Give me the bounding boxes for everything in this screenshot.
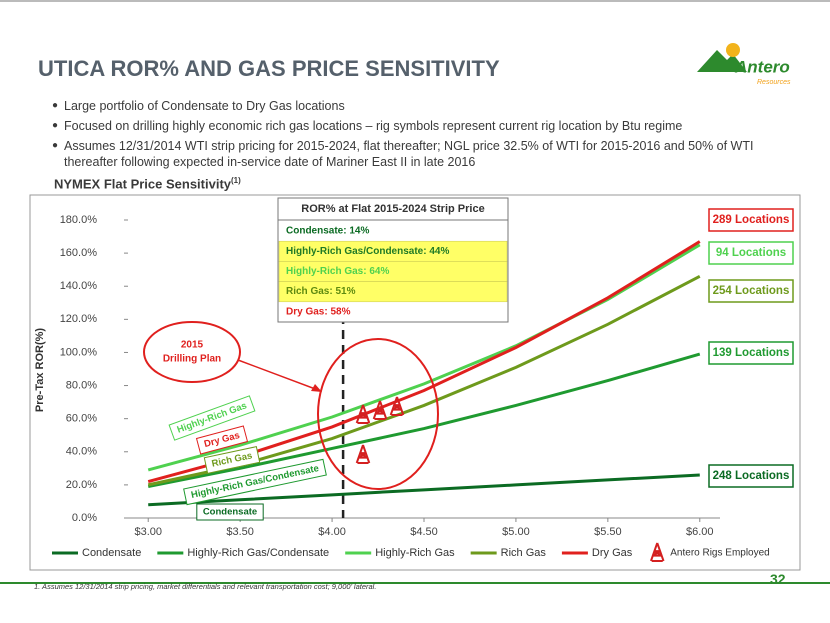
- end-label-box: [708, 241, 794, 265]
- logo-mountain: [697, 50, 747, 72]
- x-tick-label: $4.00: [318, 526, 346, 538]
- y-tick-label: 80.0%: [66, 379, 97, 391]
- legend-label: Antero Rigs Employed: [670, 548, 770, 559]
- plan-label: Drilling Plan: [163, 354, 221, 365]
- end-label: 289 Locations: [713, 214, 790, 226]
- chart-title-wrap: NYMEX Flat Price Sensitivity(1): [54, 176, 241, 191]
- end-label: 94 Locations: [716, 247, 786, 259]
- end-label: 248 Locations: [713, 470, 790, 482]
- series-line: [147, 352, 701, 489]
- top-rule: [0, 0, 830, 2]
- logo: Antero Resources: [697, 43, 791, 86]
- logo-name: Antero: [734, 57, 790, 76]
- series-tag-box: [168, 395, 256, 441]
- chart-frame: [29, 194, 801, 571]
- bullet: Focused on drilling highly economic rich…: [52, 118, 782, 134]
- y-tick-label: 100.0%: [60, 346, 98, 358]
- y-tick-label: 180.0%: [60, 214, 98, 226]
- y-tick-label: 60.0%: [66, 413, 97, 425]
- series-tag: Rich Gas: [203, 446, 261, 474]
- legend-label: Rich Gas: [501, 547, 547, 559]
- x-tick-label: $3.00: [134, 526, 162, 538]
- x-tick-label: $5.00: [502, 526, 530, 538]
- plan-ellipse: [143, 321, 241, 383]
- legend-rig-icon: [649, 542, 665, 562]
- series-tag: Dry Gas: [195, 425, 249, 455]
- end-label-box: [708, 341, 794, 365]
- rig-icon: [355, 444, 371, 464]
- series-tag-box: [203, 446, 261, 474]
- end-label-box: [708, 279, 794, 303]
- ror-box-title: ROR% at Flat 2015-2024 Strip Price: [301, 203, 484, 215]
- y-tick-label: 0.0%: [72, 512, 97, 524]
- series-tag: Condensate: [196, 503, 264, 521]
- series-line: [148, 473, 700, 507]
- y-tick-label: 120.0%: [60, 313, 98, 325]
- x-tick-label: $5.50: [594, 526, 622, 538]
- legend-label: Dry Gas: [592, 547, 633, 559]
- y-tick-label: 140.0%: [60, 280, 98, 292]
- legend-label: Condensate: [82, 547, 141, 559]
- bullet-text: Focused on drilling highly economic rich…: [64, 119, 683, 133]
- chart-title-note: (1): [231, 176, 241, 185]
- x-tick-label: $3.50: [226, 526, 254, 538]
- end-label-box: [708, 208, 794, 232]
- series-tag-box: [195, 425, 249, 455]
- ror-row-text: Highly-Rich Gas: 64%: [286, 266, 389, 277]
- plan-label: 2015: [181, 340, 204, 351]
- bullet: Assumes 12/31/2014 WTI strip pricing for…: [52, 138, 782, 170]
- footnote: 1. Assumes 12/31/2014 strip pricing, mar…: [34, 582, 377, 591]
- footer-rule: [0, 582, 830, 584]
- legend-label: Highly-Rich Gas: [375, 547, 455, 559]
- series-tag-box: [183, 458, 327, 506]
- bullet-text: Assumes 12/31/2014 WTI strip pricing for…: [64, 139, 754, 169]
- ror-row-text: Rich Gas: 51%: [286, 286, 356, 297]
- ror-row-text: Dry Gas: 58%: [286, 306, 351, 317]
- bullet-text: Large portfolio of Condensate to Dry Gas…: [64, 99, 345, 113]
- legend-label: Highly-Rich Gas/Condensate: [187, 547, 329, 559]
- end-label: 139 Locations: [713, 347, 790, 359]
- y-tick-label: 20.0%: [66, 479, 97, 491]
- ror-row-highlight: [278, 281, 508, 303]
- plan-arrow: [237, 359, 319, 391]
- slide-title: UTICA ROR% AND GAS PRICE SENSITIVITY: [38, 56, 500, 81]
- x-tick-label: $6.00: [686, 526, 714, 538]
- end-label-box: [708, 464, 794, 488]
- x-tick-label: $4.50: [410, 526, 438, 538]
- chart-title: NYMEX Flat Price Sensitivity: [54, 176, 232, 192]
- bullet: Large portfolio of Condensate to Dry Gas…: [52, 98, 782, 114]
- ror-row-text: Highly-Rich Gas/Condensate: 44%: [286, 246, 449, 257]
- logo-sun: [726, 43, 740, 57]
- ror-row-text: Condensate: 14%: [286, 226, 369, 237]
- rig-ellipse: [317, 338, 439, 490]
- y-tick-label: 40.0%: [66, 446, 97, 458]
- logo-tagline: Resources: [757, 79, 791, 86]
- plan-arrowhead: [311, 384, 322, 392]
- end-label: 254 Locations: [713, 285, 790, 297]
- y-axis-label: Pre-Tax ROR(%): [34, 328, 46, 412]
- series-tag-box: [196, 503, 264, 521]
- page-number: 32: [770, 571, 786, 587]
- y-tick-label: 160.0%: [60, 247, 98, 259]
- series-tag-text: Condensate: [203, 507, 257, 518]
